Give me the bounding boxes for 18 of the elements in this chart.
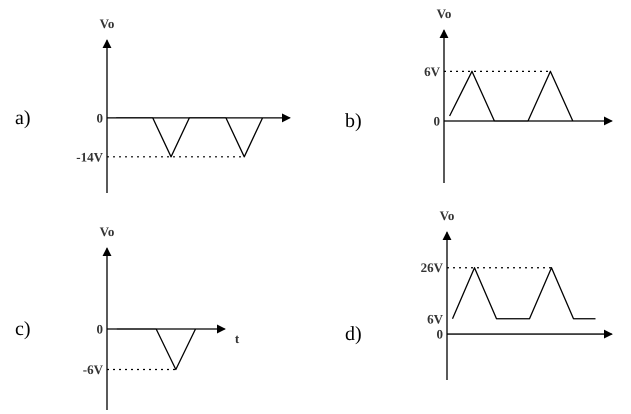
y-tick-label: -14V bbox=[76, 149, 104, 164]
y-tick-label: -6V bbox=[82, 362, 104, 377]
y-axis-title: Vo bbox=[440, 208, 454, 223]
text: b) bbox=[345, 110, 362, 132]
y-axis-title: Vo bbox=[100, 224, 114, 239]
text: a) bbox=[15, 106, 31, 129]
y-tick-label: 0 bbox=[96, 110, 103, 126]
y-tick-label: 0 bbox=[436, 326, 443, 342]
text: d) bbox=[345, 323, 362, 346]
y-tick-label: 6V bbox=[427, 311, 444, 326]
y-tick-label: 0 bbox=[434, 113, 440, 128]
y-axis-title: Vo bbox=[100, 16, 114, 31]
y-tick-label: 0 bbox=[96, 322, 103, 336]
y-axis-title: Vo bbox=[436, 6, 452, 21]
y-tick-label: 26V bbox=[420, 260, 444, 276]
x-axis-title: t bbox=[234, 331, 240, 346]
text: c) bbox=[15, 318, 31, 340]
y-tick-label: 6V bbox=[424, 64, 441, 79]
